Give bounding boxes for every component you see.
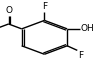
Text: F: F [42,2,47,11]
Text: OH: OH [81,24,95,33]
Text: F: F [78,51,83,60]
Text: O: O [6,6,13,15]
